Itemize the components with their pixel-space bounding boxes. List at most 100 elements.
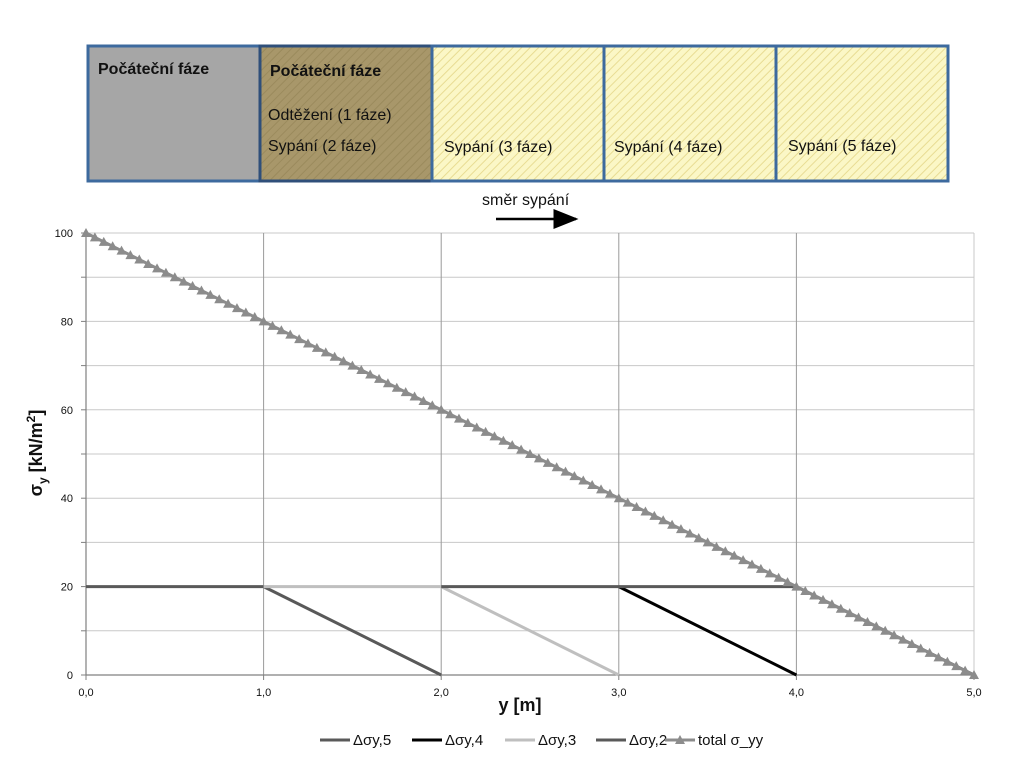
data-point (844, 608, 855, 618)
phase-box-1 (86, 44, 262, 183)
data-point (631, 502, 642, 512)
legend-label: Δσy,2 (629, 732, 667, 749)
data-point (231, 303, 242, 313)
data-point (560, 466, 571, 476)
data-point (924, 647, 935, 657)
data-point (178, 276, 189, 286)
data-point (684, 528, 695, 538)
legend-label: Δσy,4 (445, 732, 483, 749)
data-point (89, 232, 100, 242)
data-point (738, 555, 749, 565)
data-point (391, 382, 402, 392)
data-point (160, 267, 171, 277)
data-point (498, 435, 509, 445)
data-point (764, 568, 775, 578)
data-point (889, 630, 900, 640)
data-point (853, 612, 864, 622)
x-tick-label: 2,0 (434, 687, 449, 699)
data-point (897, 634, 908, 644)
data-point (98, 236, 109, 246)
data-point (365, 369, 376, 379)
phase-3-line-1: Sypání (3 fáze) (444, 139, 553, 156)
chart-series (81, 228, 979, 679)
data-point (675, 524, 686, 534)
data-point (933, 652, 944, 662)
data-point (942, 656, 953, 666)
phase-2-line-1: Odtěžení (1 fáze) (268, 107, 392, 124)
data-point (951, 661, 962, 671)
data-point (596, 484, 607, 494)
data-point (382, 378, 393, 388)
legend-label: Δσy,5 (353, 732, 391, 749)
data-point (356, 365, 367, 375)
data-point (436, 404, 447, 414)
data-point (622, 497, 633, 507)
data-point (809, 590, 820, 600)
data-point (311, 342, 322, 352)
data-point (587, 479, 598, 489)
data-point (285, 329, 296, 339)
data-point (374, 373, 385, 383)
data-point (409, 391, 420, 401)
phase-5-line-1: Sypání (5 fáze) (788, 138, 897, 155)
data-point (223, 298, 234, 308)
data-point (578, 475, 589, 485)
data-point (267, 320, 278, 330)
data-point (782, 577, 793, 587)
data-point (489, 431, 500, 441)
data-point (214, 294, 225, 304)
x-tick-label: 1,0 (256, 687, 271, 699)
data-point (693, 532, 704, 542)
data-point (303, 338, 313, 348)
x-tick-label: 5,0 (966, 687, 981, 699)
x-tick-label: 0,0 (78, 687, 93, 699)
data-point (640, 506, 651, 516)
data-point (480, 426, 491, 436)
data-point (471, 422, 482, 432)
legend-marker (675, 735, 685, 744)
data-point (134, 254, 145, 264)
direction-label: směr sypání (482, 192, 570, 209)
y-axis-title-sup: 2 (24, 415, 38, 422)
data-point (205, 289, 216, 299)
x-tick-label: 3,0 (611, 687, 626, 699)
x-axis-title: y [m] (498, 695, 541, 715)
data-point (516, 444, 527, 454)
y-axis-title-symbol: σ (26, 484, 46, 496)
data-point (400, 387, 411, 397)
y-tick-label: 20 (61, 582, 73, 594)
data-point (569, 471, 580, 481)
data-point (196, 285, 207, 295)
y-axis-title-units: [kN/m (26, 422, 46, 477)
phase-box-5 (774, 44, 950, 183)
data-point (533, 453, 544, 463)
phase-strip: Počáteční fáze Počáteční fáze Odtěžení (… (86, 44, 950, 183)
data-point (338, 356, 349, 366)
data-point (667, 519, 678, 529)
data-point (249, 311, 260, 321)
phase-2-line-2: Sypání (2 fáze) (268, 138, 377, 155)
data-point (826, 599, 837, 609)
phase-box-2 (258, 44, 434, 183)
y-axis-title-sub: y (36, 477, 50, 484)
data-point (862, 616, 873, 626)
data-point (906, 639, 917, 649)
data-point (613, 493, 624, 503)
data-point (445, 409, 456, 419)
data-point (755, 563, 766, 573)
data-point (969, 670, 979, 679)
data-point (462, 418, 473, 428)
data-point (107, 241, 118, 251)
series-line-1 (618, 585, 798, 677)
phase-box-3 (430, 44, 606, 183)
data-point (720, 546, 731, 556)
data-point (453, 413, 464, 423)
y-tick-label: 80 (61, 316, 73, 328)
y-axis-title-close: ] (26, 410, 46, 416)
data-point (880, 625, 891, 635)
data-point (747, 559, 757, 569)
data-point (604, 488, 615, 498)
y-tick-label: 40 (61, 493, 73, 505)
tick-labels: 0,0 1,0 2,0 3,0 4,0 5,0 0 20 40 60 80 100 (55, 228, 982, 699)
